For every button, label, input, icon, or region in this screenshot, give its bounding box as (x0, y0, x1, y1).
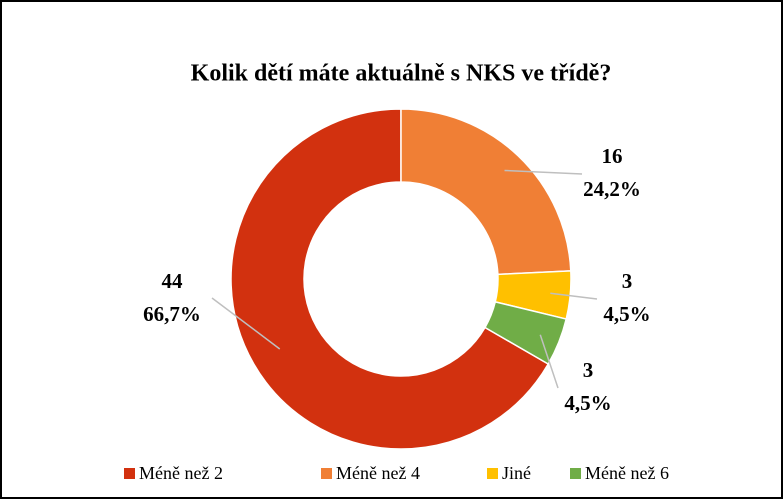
legend-label: Méně než 2 (139, 463, 223, 483)
donut-slice (400, 108, 572, 276)
data-label: 3 (583, 358, 594, 382)
legend-swatch (124, 468, 135, 479)
donut-slice (230, 108, 550, 450)
legend-swatch (487, 468, 498, 479)
data-label-percent: 4,5% (564, 391, 611, 415)
data-label: 3 (622, 269, 633, 293)
legend-label: Jiné (502, 463, 531, 483)
data-label-percent: 24,2% (583, 177, 641, 201)
data-label-percent: 66,7% (143, 302, 201, 326)
chart-title: Kolik dětí máte aktuálně s NKS ve třídě? (191, 61, 612, 87)
legend-label: Méně než 4 (336, 463, 420, 483)
data-label: 44 (162, 269, 184, 293)
leader-line (539, 334, 559, 389)
legend-swatch (321, 468, 332, 479)
leader-line (504, 169, 583, 175)
leader-line (550, 292, 598, 300)
legend-label: Méně než 6 (585, 463, 669, 483)
data-label-percent: 4,5% (603, 302, 650, 326)
legend-swatch (570, 468, 581, 479)
donut-slice (483, 300, 568, 366)
leader-line (211, 297, 281, 350)
data-label: 16 (602, 144, 623, 168)
